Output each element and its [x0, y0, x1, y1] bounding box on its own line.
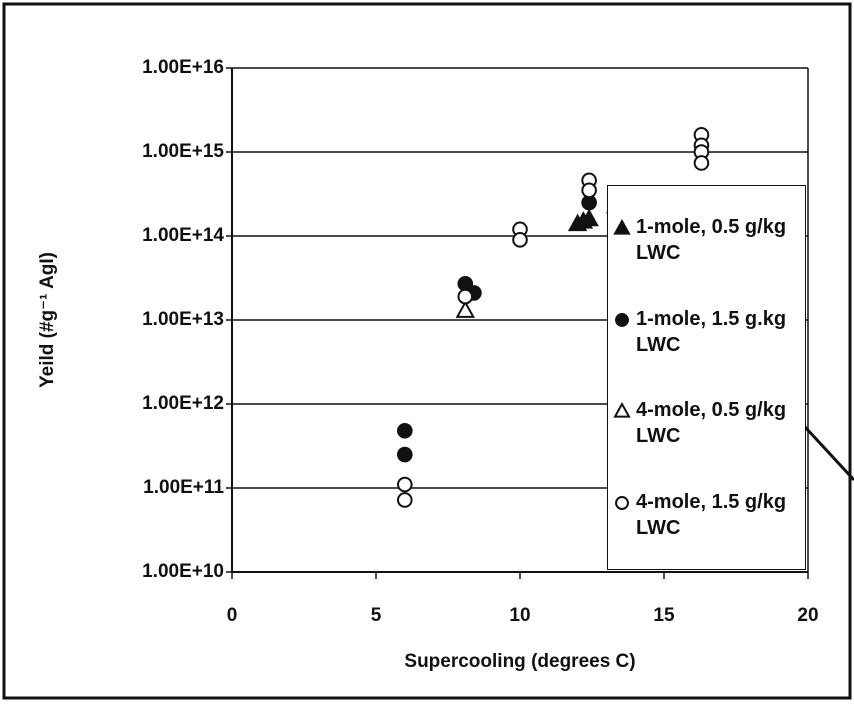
- marker: [455, 300, 475, 318]
- y-tick-label: 1.00E+13: [142, 309, 224, 330]
- marker: [581, 182, 597, 199]
- x-tick-label: 10: [509, 605, 530, 626]
- y-tick-label: 1.00E+15: [142, 141, 224, 162]
- legend-entry: 1-mole, 0.5 g/kg LWC: [608, 214, 805, 266]
- marker: [693, 155, 710, 171]
- y-tick-label: 1.00E+14: [142, 225, 224, 246]
- marker: [613, 218, 631, 235]
- y-axis-label: Yeild (#g⁻¹ AgI): [37, 252, 58, 388]
- legend-marker: [615, 312, 629, 327]
- y-tick-label: 1.00E+16: [142, 57, 224, 78]
- legend-label: 4-mole, 0.5 g/kg LWC: [636, 399, 787, 448]
- legend-marker: [615, 496, 629, 511]
- marker: [579, 208, 599, 227]
- x-tick-label: 20: [797, 605, 818, 626]
- legend-label: 1-mole, 0.5 g/kg LWC: [636, 215, 787, 264]
- x-tick-label: 15: [653, 605, 675, 626]
- y-tick-label: 1.00E+11: [143, 477, 224, 498]
- legend-label: 4-mole, 1.5 g/kg LWC: [636, 491, 787, 540]
- marker: [397, 476, 413, 493]
- marker: [615, 496, 629, 511]
- marker: [397, 446, 413, 463]
- legend-marker: [613, 218, 631, 235]
- legend-marker: [613, 402, 631, 418]
- legend-label: 1-mole, 1.5 g.kg LWC: [636, 307, 787, 356]
- legend-entry: 4-mole, 0.5 g/kg LWC: [608, 397, 805, 449]
- legend-entry: 1-mole, 1.5 g.kg LWC: [608, 306, 805, 358]
- marker: [613, 402, 631, 418]
- legend-entry: 4-mole, 1.5 g/kg LWC: [608, 489, 805, 541]
- marker: [512, 232, 528, 248]
- y-tick-label: 1.00E+10: [142, 561, 224, 582]
- x-tick-label: 5: [371, 605, 382, 626]
- marker: [457, 288, 474, 305]
- x-tick-label: 0: [227, 605, 238, 626]
- marker: [397, 422, 413, 439]
- x-axis-label: Supercooling (degrees C): [404, 651, 635, 672]
- marker: [397, 492, 413, 508]
- y-tick-label: 1.00E+12: [142, 393, 224, 414]
- legend: 1-mole, 0.5 g/kg LWC 1-mole, 1.5 g.kg LWC…: [607, 185, 806, 570]
- marker: [615, 312, 629, 327]
